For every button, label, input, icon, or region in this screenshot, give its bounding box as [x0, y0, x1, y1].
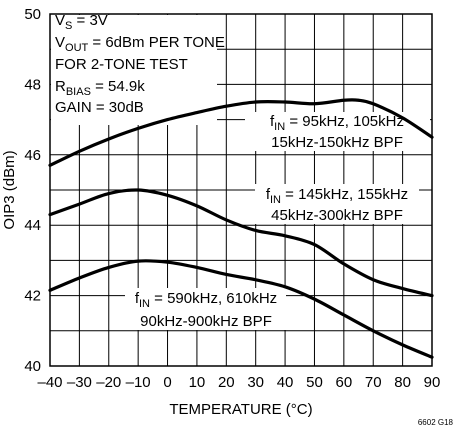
plot-frame	[49, 13, 433, 367]
x-tick-label: –30	[67, 374, 92, 391]
series-3-label: fIN = 590kHz, 610kHz	[135, 290, 277, 310]
condition-line: RBIAS = 54.9k	[55, 78, 145, 98]
y-tick-label: 50	[24, 6, 41, 23]
x-tick-label: 30	[247, 374, 264, 391]
x-axis-title: TEMPERATURE (°C)	[169, 401, 312, 418]
series-2-label: fIN = 145kHz, 155kHz	[266, 186, 408, 206]
condition-line: VOUT = 6dBm PER TONE	[55, 34, 225, 54]
series-3-filter-label: 90kHz-900kHz BPF	[140, 313, 272, 330]
y-tick-label: 42	[24, 288, 41, 305]
series-2-line	[48, 188, 434, 298]
x-tick-label: 0	[163, 374, 171, 391]
plot-grid	[49, 13, 433, 367]
condition-line: VS = 3V	[55, 12, 108, 32]
y-tick-label: 46	[24, 147, 41, 164]
figure-id: 6602 G18	[418, 418, 454, 427]
conditions-mask	[51, 15, 217, 125]
series-1-filter-label: 15kHz-150kHz BPF	[271, 134, 403, 151]
x-tick-label: 80	[394, 374, 411, 391]
x-tick-label: 70	[365, 374, 382, 391]
condition-line: FOR 2-TONE TEST	[55, 56, 188, 73]
y-axis-title: OIP3 (dBm)	[1, 150, 18, 229]
series-2-filter-label: 45kHz-300kHz BPF	[271, 207, 403, 224]
y-tick-label: 48	[24, 76, 41, 93]
series-layer	[48, 98, 434, 359]
series-2-label-mask	[255, 184, 419, 224]
x-tick-label: 60	[336, 374, 353, 391]
x-tick-label: 50	[306, 374, 323, 391]
x-tick-label: 40	[277, 374, 294, 391]
x-tick-label: –20	[96, 374, 121, 391]
series-3-label-mask	[125, 288, 286, 330]
series-1-label: fIN = 95kHz, 105kHz	[270, 113, 404, 133]
x-tick-label: 90	[424, 374, 441, 391]
series-3-line	[48, 259, 434, 359]
series-1-line	[48, 98, 434, 167]
x-tick-label: –10	[126, 374, 151, 391]
y-tick-label: 44	[24, 217, 41, 234]
series-1-label-mask	[245, 112, 430, 151]
x-tick-label: 20	[218, 374, 235, 391]
tick-labels: –40 –30 –20 –10 0 10 20 30 40 50 60 70 80 90 40 42 44 46 4…	[24, 6, 440, 391]
y-tick-label: 40	[24, 358, 41, 375]
condition-line: GAIN = 30dB	[55, 99, 144, 116]
x-tick-label: 10	[189, 374, 206, 391]
x-tick-label: –40	[37, 374, 62, 391]
